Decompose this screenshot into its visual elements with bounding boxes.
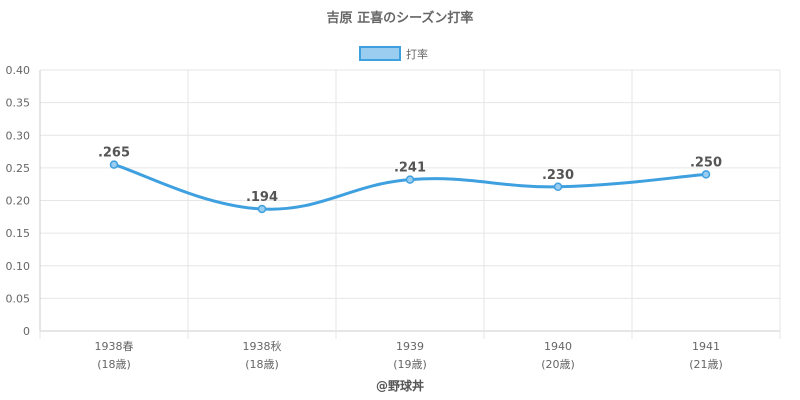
x-tick-label: 1941 — [692, 340, 720, 353]
x-tick-label: 1940 — [544, 340, 572, 353]
y-tick-label: 0.10 — [6, 260, 31, 273]
y-tick-label: 0.15 — [6, 227, 31, 240]
data-label: .230 — [542, 168, 574, 183]
y-tick-label: 0.35 — [6, 97, 31, 110]
data-label: .241 — [394, 161, 426, 176]
x-tick-sublabel: (21歳) — [689, 358, 723, 371]
legend-label: 打率 — [406, 47, 428, 61]
grid-lines — [39, 69, 781, 339]
y-tick-label: 0.05 — [6, 292, 31, 305]
y-tick-label: 0.40 — [6, 64, 31, 77]
x-tick-sublabel: (20歳) — [541, 358, 575, 371]
chart-title: 吉原 正喜のシーズン打率 — [327, 10, 474, 26]
x-tick-label: 1938春 — [95, 340, 134, 353]
y-axis: 0 0.05 0.10 0.15 0.20 0.25 0.30 0.35 0.40 — [6, 64, 41, 338]
data-label: .250 — [690, 155, 722, 170]
x-tick-sublabel: (18歳) — [245, 358, 279, 371]
data-point[interactable] — [701, 170, 711, 179]
legend[interactable]: 打率 — [359, 46, 428, 61]
x-tick-sublabel: (19歳) — [393, 358, 427, 371]
y-tick-label: 0.30 — [6, 129, 31, 142]
data-label: .265 — [98, 146, 130, 161]
plot-area: .265 .194 .241 .230 .250 — [98, 146, 722, 214]
x-tick-label: 1938秋 — [243, 339, 282, 353]
y-tick-label: 0 — [23, 325, 30, 338]
credit-text: @野球丼 — [376, 378, 424, 393]
data-point[interactable] — [553, 182, 563, 192]
legend-swatch — [359, 46, 401, 61]
data-label: .194 — [246, 190, 278, 205]
x-tick-label: 1939 — [396, 340, 424, 353]
data-point[interactable] — [405, 175, 415, 184]
data-point[interactable] — [109, 160, 119, 169]
data-point[interactable] — [257, 204, 267, 214]
y-tick-label: 0.25 — [6, 162, 31, 175]
y-tick-label: 0.20 — [6, 195, 31, 208]
x-tick-sublabel: (18歳) — [97, 358, 131, 371]
x-axis: 1938春 (18歳) 1938秋 (18歳) 1939 (19歳) 1940 (20歳) 19… — [95, 339, 723, 371]
